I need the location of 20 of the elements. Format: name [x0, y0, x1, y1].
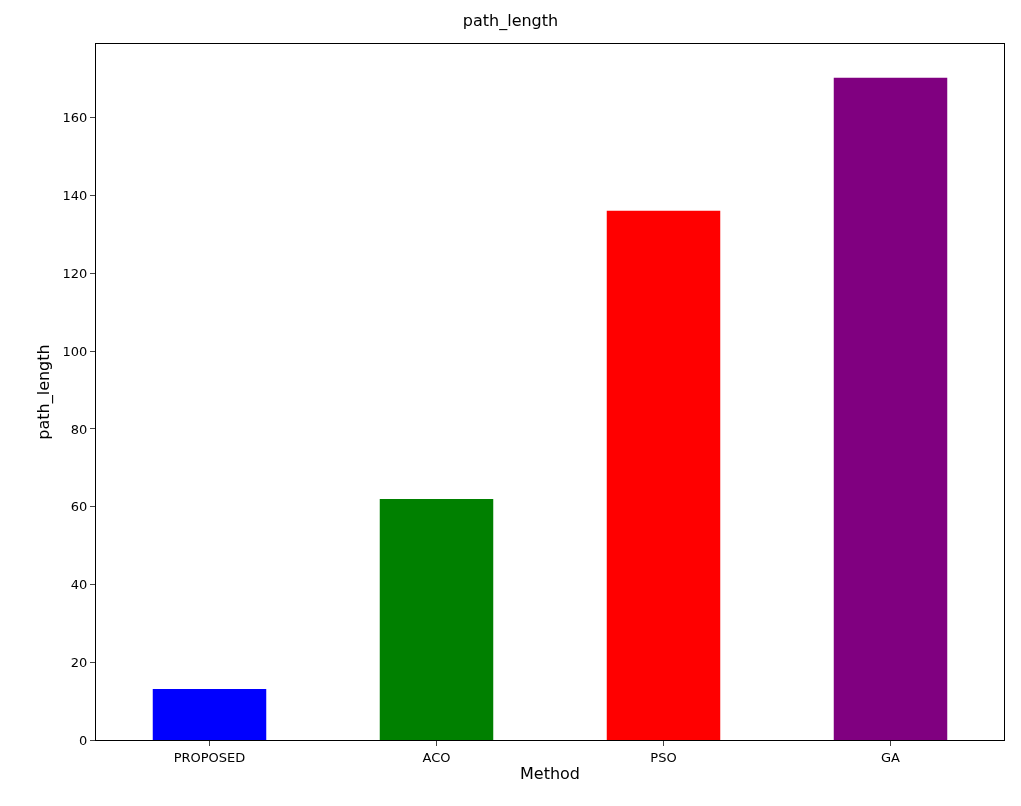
bar: [152, 689, 267, 740]
x-tick-label: GA: [881, 749, 901, 765]
y-tick-label: 0: [79, 732, 88, 748]
y-tick-label: 20: [70, 654, 88, 670]
bar: [833, 77, 948, 740]
y-tick-label: 80: [70, 421, 88, 437]
y-tick-label: 100: [62, 343, 88, 359]
x-tick-label: PROPOSED: [173, 749, 246, 765]
y-tick-label: 120: [62, 265, 88, 281]
x-axis-title: Method: [519, 764, 581, 784]
y-tick-label: 40: [70, 577, 88, 593]
x-tick-label: PSO: [650, 749, 677, 765]
x-tick-label: ACO: [422, 749, 451, 765]
y-tick-label: 60: [70, 499, 88, 515]
y-tick-label: 140: [62, 188, 88, 204]
bar: [379, 498, 494, 740]
bar: [606, 210, 721, 740]
chart-title: path_length: [462, 10, 559, 31]
y-tick-label: 160: [62, 110, 88, 126]
y-axis-title: path_length: [34, 344, 55, 440]
